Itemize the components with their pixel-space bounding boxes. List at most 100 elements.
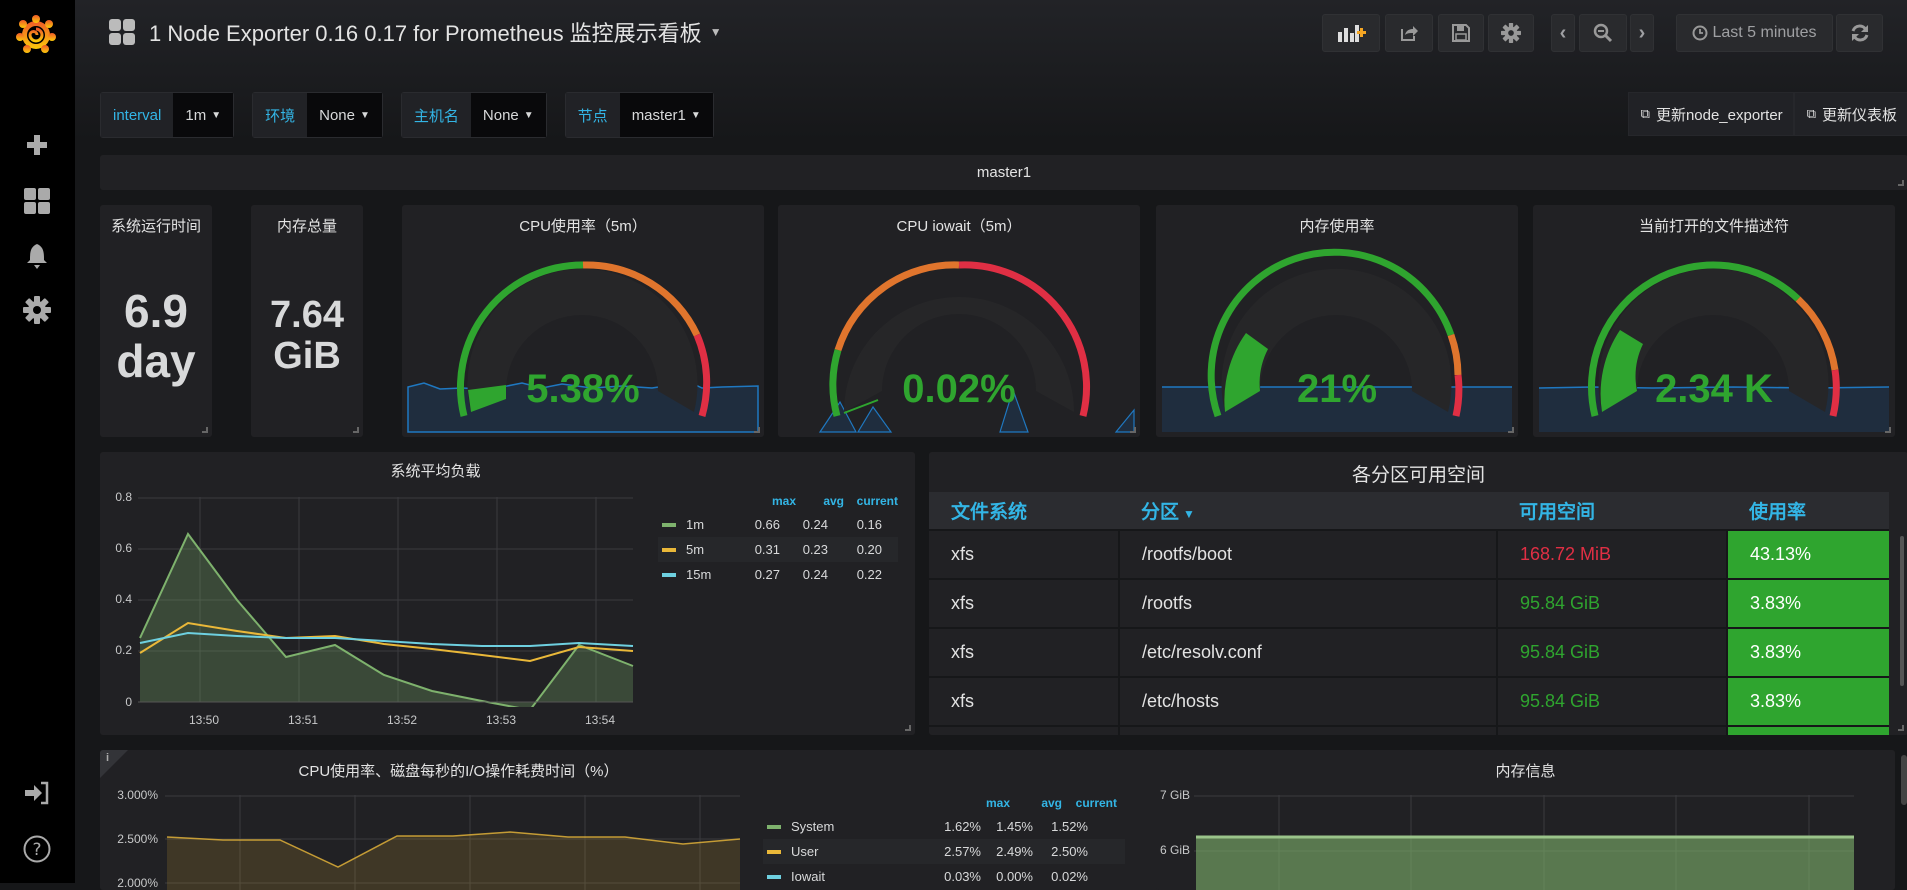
variable-env: 环境 None ▼ [252, 92, 383, 138]
panel-memory-total: 内存总量 7.64 GiB [251, 205, 363, 437]
info-icon[interactable]: i [106, 752, 110, 764]
stat-value: 7.64 GiB [270, 294, 344, 378]
column-header-free[interactable]: 可用空间 [1497, 492, 1727, 530]
legend-row[interactable]: 15m 0.27 0.24 0.22 [658, 562, 898, 587]
panel-title: 内存使用率 [1299, 218, 1375, 235]
zoom-out-button[interactable] [1579, 14, 1627, 52]
row-header[interactable]: master1 [100, 155, 1907, 190]
resize-handle[interactable] [1898, 725, 1904, 731]
variable-interval-dropdown[interactable]: 1m ▼ [173, 93, 234, 137]
resize-handle[interactable] [1508, 427, 1514, 433]
time-range-label: Last 5 minutes [1712, 24, 1817, 41]
variable-node-dropdown[interactable]: master1 ▼ [619, 93, 713, 137]
settings-button[interactable] [1488, 14, 1534, 52]
panel-cpu-usage-gauge: CPU使用率（5m） 5.38% [402, 205, 764, 437]
legend-row[interactable]: User 2.57% 2.49% 2.50% [763, 839, 1125, 864]
link-update-dashboard[interactable]: ⧉ 更新仪表板 [1793, 92, 1907, 136]
legend-row[interactable]: 5m 0.31 0.23 0.20 [658, 537, 898, 562]
gauge-value: 0.02% [902, 367, 1016, 411]
resize-handle[interactable] [905, 725, 911, 731]
plus-icon[interactable] [22, 130, 52, 160]
refresh-button[interactable] [1836, 14, 1883, 52]
variable-hostname-dropdown[interactable]: None ▼ [470, 93, 546, 137]
help-icon[interactable]: ? [22, 834, 52, 864]
legend-row[interactable]: System 1.62% 1.45% 1.52% [763, 814, 1125, 839]
series-color-swatch[interactable] [662, 547, 676, 552]
variable-label: 主机名 [401, 93, 471, 137]
table-scrollbar[interactable] [1900, 536, 1904, 686]
gauge-value: 5.38% [526, 367, 640, 411]
column-header-mount[interactable]: 分区 ▼ [1119, 492, 1497, 530]
variable-interval: interval 1m ▼ [100, 92, 235, 138]
resize-handle[interactable] [1130, 427, 1136, 433]
chevron-right-icon: › [1638, 21, 1646, 44]
panel-title: 系统运行时间 [110, 218, 201, 235]
external-link-icon: ⧉ [1640, 106, 1650, 121]
external-link-icon: ⧉ [1806, 106, 1816, 121]
clock-icon [1692, 25, 1708, 41]
resize-handle[interactable] [1885, 427, 1891, 433]
save-icon [1452, 24, 1470, 42]
load-average-graph[interactable] [138, 497, 638, 707]
time-back-button[interactable]: ‹ [1551, 14, 1575, 52]
panel-title: CPU使用率（5m） [519, 218, 647, 235]
gauge-value: 21% [1296, 367, 1378, 411]
resize-handle[interactable] [754, 427, 760, 433]
row-title: master1 [976, 164, 1032, 181]
memory-graph[interactable] [1194, 795, 1894, 890]
cpu-io-graph[interactable] [165, 795, 745, 890]
column-header-filesystem[interactable]: 文件系统 [929, 492, 1119, 530]
gauge-chart [818, 261, 1135, 433]
variable-node: 节点 master1 ▼ [564, 92, 714, 138]
add-panel-button[interactable] [1322, 14, 1380, 52]
variable-env-dropdown[interactable]: None ▼ [307, 93, 382, 137]
graph-legend: max avg current System 1.62% 1.45% 1.52%… [763, 796, 1125, 889]
gauge-chart [1538, 261, 1890, 432]
series-color-swatch[interactable] [662, 572, 676, 577]
caret-down-icon: ▼ [523, 109, 534, 121]
table-row: xfs /rootfs 95.84 GiB 3.83% [929, 578, 1889, 628]
chevron-left-icon: ‹ [1559, 21, 1567, 44]
dashboard-title: 1 Node Exporter 0.16 0.17 for Prometheus… [149, 21, 702, 46]
panel-title: CPU iowait（5m） [896, 218, 1022, 235]
column-header-usage[interactable]: 使用率 [1727, 492, 1889, 530]
legend-row[interactable]: Iowait 0.03% 0.00% 0.02% [763, 864, 1125, 889]
share-button[interactable] [1385, 14, 1433, 52]
panel-title: 各分区可用空间 [1351, 465, 1485, 486]
gauge-chart [407, 261, 759, 433]
series-color-swatch[interactable] [767, 849, 781, 854]
gear-icon[interactable] [22, 295, 52, 325]
panel-info-corner[interactable] [100, 750, 128, 778]
legend-row[interactable]: 1m 0.66 0.24 0.16 [658, 512, 898, 537]
series-color-swatch[interactable] [767, 824, 781, 829]
sign-in-icon[interactable] [22, 778, 52, 808]
panel-memory-info: 内存信息 7 GiB 6 GiB [1156, 750, 1895, 890]
time-forward-button[interactable]: › [1630, 14, 1654, 52]
panel-title: 系统平均负载 [390, 463, 481, 480]
page-scrollbar[interactable] [1901, 755, 1907, 805]
panel-title: CPU使用率、磁盘每秒的I/O操作耗费时间（%） [298, 763, 619, 780]
sort-desc-icon: ▼ [1183, 507, 1195, 521]
svg-text:?: ? [32, 840, 41, 860]
save-button[interactable] [1438, 14, 1484, 52]
resize-handle[interactable] [202, 427, 208, 433]
dashboard-main: 1 Node Exporter 0.16 0.17 for Prometheus… [75, 0, 1907, 890]
table-row: xfs /rootfs/boot 168.72 MiB 43.13% [929, 529, 1889, 579]
resize-handle[interactable] [353, 427, 359, 433]
dashboard-title-picker[interactable]: 1 Node Exporter 0.16 0.17 for Prometheus… [109, 16, 722, 48]
series-color-swatch[interactable] [662, 522, 676, 527]
time-range-picker[interactable]: Last 5 minutes [1676, 14, 1833, 52]
grafana-logo-icon[interactable] [14, 12, 58, 56]
variable-hostname: 主机名 None ▼ [400, 92, 547, 138]
bell-icon[interactable] [22, 241, 52, 271]
panel-cpu-iowait-gauge: CPU iowait（5m） 0.02% [778, 205, 1140, 437]
panel-title: 当前打开的文件描述符 [1638, 218, 1789, 235]
panel-disk-free: 各分区可用空间 文件系统 分区 ▼ 可用空间 使用率 xfs /rootfs/bo… [929, 452, 1907, 735]
series-color-swatch[interactable] [767, 874, 781, 879]
resize-handle[interactable] [1898, 180, 1904, 186]
link-update-node-exporter[interactable]: ⧉ 更新node_exporter [1627, 92, 1794, 136]
chevron-down-icon: ▼ [709, 25, 722, 39]
caret-down-icon: ▼ [690, 109, 701, 121]
dashboards-icon[interactable] [22, 186, 52, 216]
gauge-chart [1162, 248, 1512, 432]
